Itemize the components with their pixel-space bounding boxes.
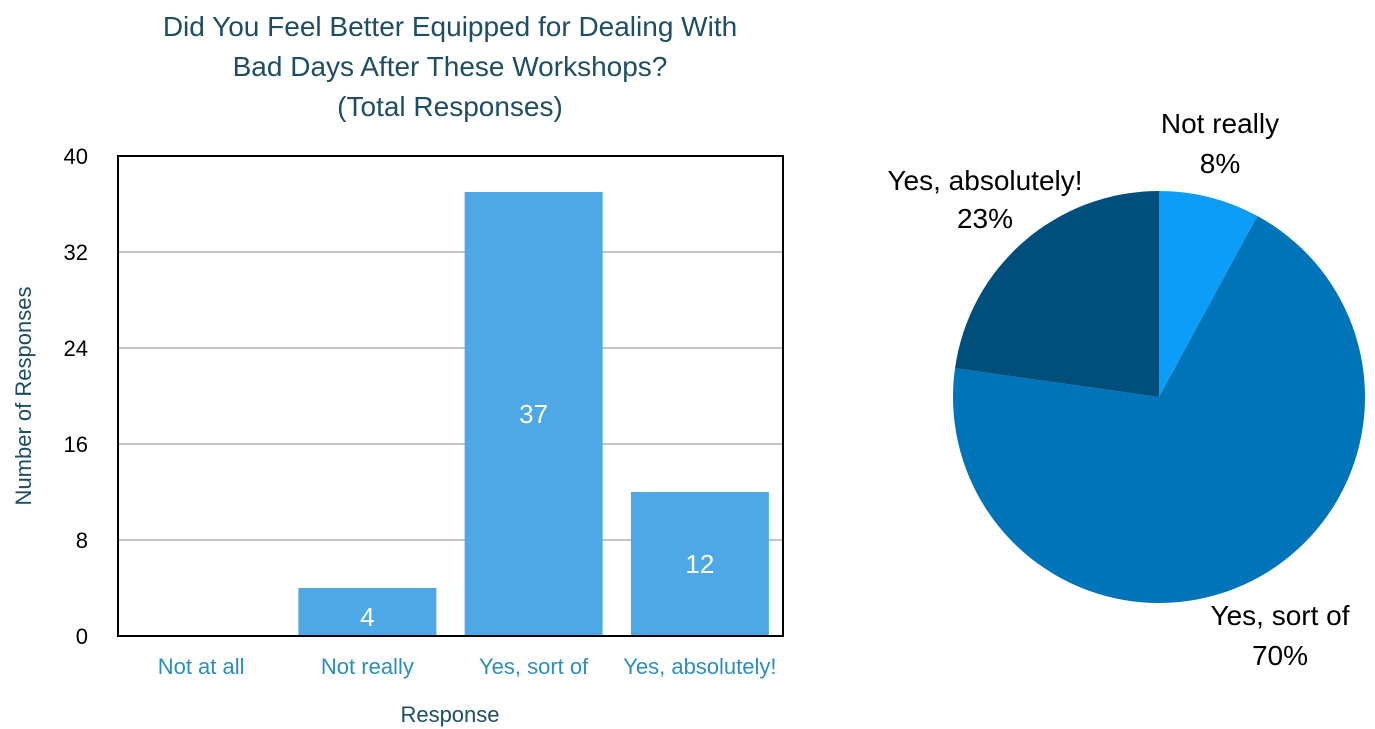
bar-value-label: 12: [685, 549, 714, 579]
pie-slice-percent: 8%: [1200, 148, 1240, 179]
y-tick-label: 40: [64, 144, 88, 169]
pie-labels: Not really 8% Yes, sort of 70% Yes, absolute…: [887, 108, 1349, 671]
y-tick-label: 24: [64, 336, 88, 361]
x-tick-label: Not at all: [158, 654, 245, 679]
pie-slice-yes-sort-of: [953, 215, 1366, 603]
chart-title-line-2: Bad Days After These Workshops?: [233, 51, 668, 82]
pie-slice-label: Yes, absolutely!: [887, 165, 1082, 196]
bar-value-label: 4: [360, 602, 374, 632]
x-axis-title: Response: [400, 702, 499, 727]
bar-yes-absolutely: [630, 492, 769, 636]
pie-slice-label: Not really: [1161, 108, 1279, 139]
bar-chart: Did You Feel Better Equipped for Dealing…: [11, 11, 784, 727]
pie-slices: [953, 191, 1366, 603]
chart-title-line-3: (Total Responses): [337, 91, 563, 122]
pie-slice-percent: 23%: [957, 203, 1013, 234]
y-tick-label: 16: [64, 432, 88, 457]
chart-title-line-1: Did You Feel Better Equipped for Dealing…: [163, 11, 737, 42]
pie-slice-not-really: [1159, 191, 1258, 397]
plot-frame: [117, 155, 784, 637]
x-tick-labels: Not at all Not really Yes, sort of Yes, abs…: [158, 654, 777, 679]
y-tick-label: 8: [76, 528, 88, 553]
pie-slice-label: Yes, sort of: [1210, 600, 1349, 631]
y-tick-label: 0: [76, 624, 88, 649]
x-tick-label: Yes, absolutely!: [623, 654, 776, 679]
bar-not-really: [298, 588, 437, 636]
x-tick-label: Not really: [321, 654, 414, 679]
pie-slice-percent: 70%: [1252, 640, 1308, 671]
bar-value-label: 37: [519, 399, 548, 429]
pie-chart: Not really 8% Yes, sort of 70% Yes, absolute…: [887, 108, 1366, 671]
pie-slice-yes-absolutely: [955, 191, 1159, 397]
bar-layer: 4 37 12: [298, 192, 769, 636]
x-tick-label: Yes, sort of: [479, 654, 589, 679]
y-axis-title: Number of Responses: [11, 287, 36, 506]
y-tick-label: 32: [64, 240, 88, 265]
y-tick-labels: 0 8 16 24 32 40: [64, 144, 88, 649]
bar-yes-sort-of: [464, 192, 603, 636]
